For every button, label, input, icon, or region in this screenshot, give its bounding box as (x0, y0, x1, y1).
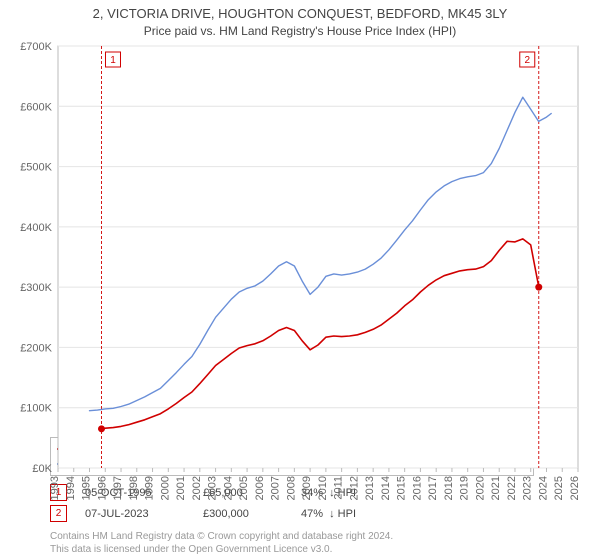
root: 2, VICTORIA DRIVE, HOUGHTON CONQUEST, BE… (0, 0, 600, 560)
svg-text:£100K: £100K (20, 403, 52, 415)
svg-text:2011: 2011 (333, 476, 345, 500)
svg-text:1997: 1997 (112, 476, 124, 500)
svg-text:2012: 2012 (348, 476, 360, 500)
line-chart: £0K £100K £200K £300K £400K £500K £600K £700K 19… (10, 42, 590, 502)
svg-text:2024: 2024 (537, 476, 549, 500)
svg-text:2005: 2005 (238, 476, 250, 500)
chart-title: 2, VICTORIA DRIVE, HOUGHTON CONQUEST, BE… (10, 6, 590, 22)
svg-text:1993: 1993 (49, 476, 61, 500)
sale-price: £300,000 (203, 508, 283, 520)
svg-text:2014: 2014 (380, 476, 392, 500)
svg-text:2003: 2003 (207, 476, 219, 500)
svg-text:2020: 2020 (474, 476, 486, 500)
svg-text:2001: 2001 (175, 476, 187, 500)
svg-text:£200K: £200K (20, 343, 52, 355)
svg-text:2015: 2015 (396, 476, 408, 500)
sale-vs-hpi: 47% ↓ HPI (301, 508, 391, 520)
svg-text:£500K: £500K (20, 162, 52, 174)
svg-text:2026: 2026 (569, 476, 581, 500)
sale-marker-badge: 2 (50, 505, 67, 522)
footer-attribution: Contains HM Land Registry data © Crown c… (50, 530, 590, 556)
footer-line: Contains HM Land Registry data © Crown c… (50, 530, 590, 543)
svg-text:2017: 2017 (427, 476, 439, 500)
svg-text:£700K: £700K (20, 42, 52, 53)
svg-text:1994: 1994 (65, 476, 77, 500)
svg-text:1995: 1995 (81, 476, 93, 500)
svg-text:2013: 2013 (364, 476, 376, 500)
svg-text:2022: 2022 (506, 476, 518, 500)
chart-area: £0K£100K£200K£300K£400K£500K£600K£700K19… (10, 42, 590, 430)
svg-text:£300K: £300K (20, 282, 52, 294)
sale-date: 07-JUL-2023 (85, 508, 185, 520)
svg-text:2008: 2008 (285, 476, 297, 500)
svg-text:2002: 2002 (191, 476, 203, 500)
svg-text:2000: 2000 (159, 476, 171, 500)
svg-text:£0K: £0K (32, 463, 52, 475)
svg-text:2006: 2006 (254, 476, 266, 500)
svg-text:2: 2 (524, 55, 530, 66)
svg-text:2021: 2021 (490, 476, 502, 500)
svg-text:2010: 2010 (317, 476, 329, 500)
svg-text:2009: 2009 (301, 476, 313, 500)
svg-text:1: 1 (110, 55, 116, 66)
svg-text:£600K: £600K (20, 102, 52, 114)
svg-text:2019: 2019 (459, 476, 471, 500)
svg-text:1996: 1996 (96, 476, 108, 500)
svg-text:2018: 2018 (443, 476, 455, 500)
chart-subtitle: Price paid vs. HM Land Registry's House … (10, 24, 590, 38)
svg-text:2004: 2004 (222, 476, 234, 500)
svg-text:1998: 1998 (128, 476, 140, 500)
svg-text:£400K: £400K (20, 222, 52, 234)
svg-text:1999: 1999 (144, 476, 156, 500)
footer-line: This data is licensed under the Open Gov… (50, 543, 590, 556)
svg-text:2007: 2007 (270, 476, 282, 500)
svg-text:2016: 2016 (411, 476, 423, 500)
svg-text:2023: 2023 (522, 476, 534, 500)
svg-text:2025: 2025 (553, 476, 565, 500)
sale-marker-row: 2 07-JUL-2023 £300,000 47% ↓ HPI (50, 505, 590, 522)
